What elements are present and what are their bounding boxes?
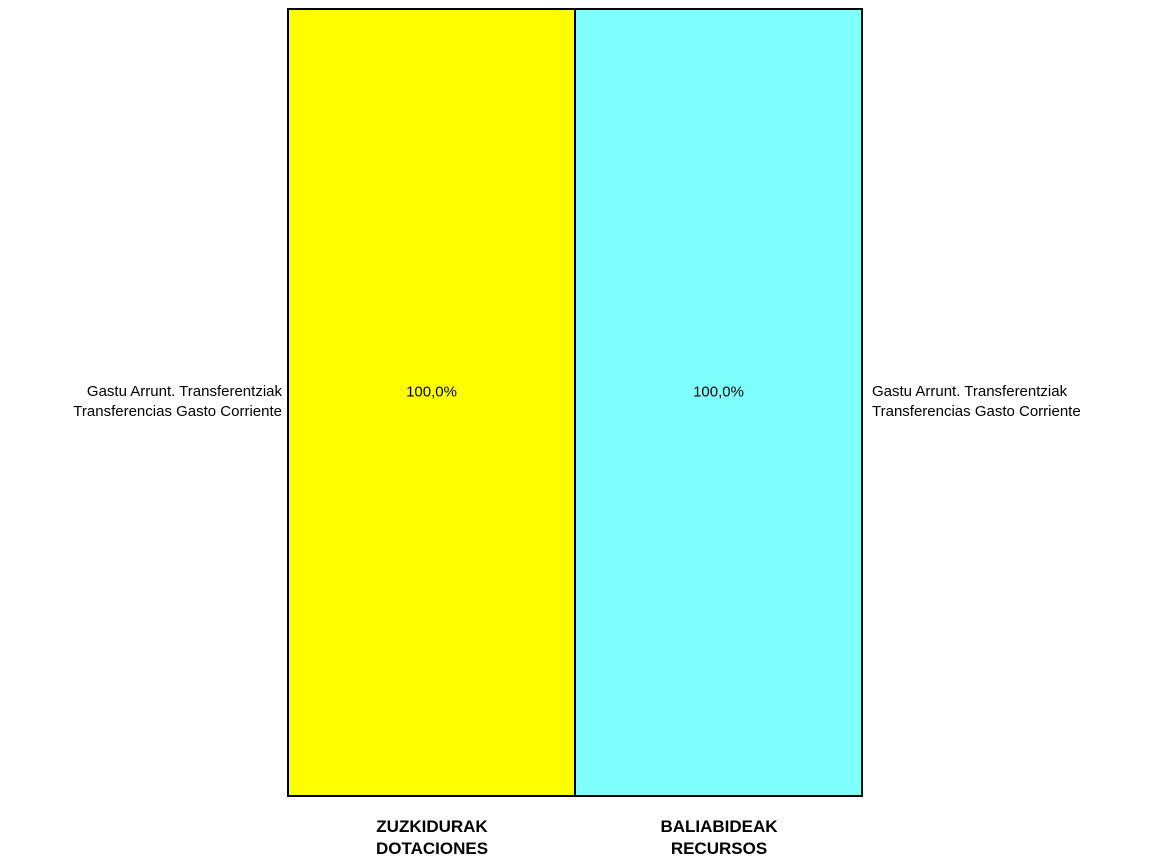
category-label-recursos: BALIABIDEAK RECURSOS: [575, 816, 863, 860]
value-labels-group: 100,0% 100,0%: [406, 384, 744, 401]
right-segment-label-line1: Gastu Arrunt. Transferentziak: [872, 383, 1068, 400]
category-label-dotaciones-line1: ZUZKIDURAK: [376, 817, 488, 836]
right-segment-label: Gastu Arrunt. Transferentziak Transferen…: [872, 382, 1081, 422]
right-segment-label-line2: Transferencias Gasto Corriente: [872, 403, 1081, 420]
left-segment-label-line2: Transferencias Gasto Corriente: [73, 403, 282, 420]
bars-group: [287, 8, 863, 797]
bar-recursos: [574, 8, 863, 797]
category-label-dotaciones-line2: DOTACIONES: [375, 839, 489, 858]
category-label-dotaciones: ZUZKIDURAK DOTACIONES: [288, 816, 576, 860]
category-label-recursos-line2: RECURSOS: [670, 839, 768, 858]
value-label-recursos: 100,0%: [693, 384, 744, 401]
value-label-dotaciones: 100,0%: [406, 384, 457, 401]
left-segment-label: Gastu Arrunt. Transferentziak Transferen…: [73, 382, 282, 422]
bar-dotaciones: [287, 8, 576, 797]
category-label-recursos-line1: BALIABIDEAK: [660, 817, 778, 836]
left-segment-label-line1: Gastu Arrunt. Transferentziak: [86, 383, 282, 400]
